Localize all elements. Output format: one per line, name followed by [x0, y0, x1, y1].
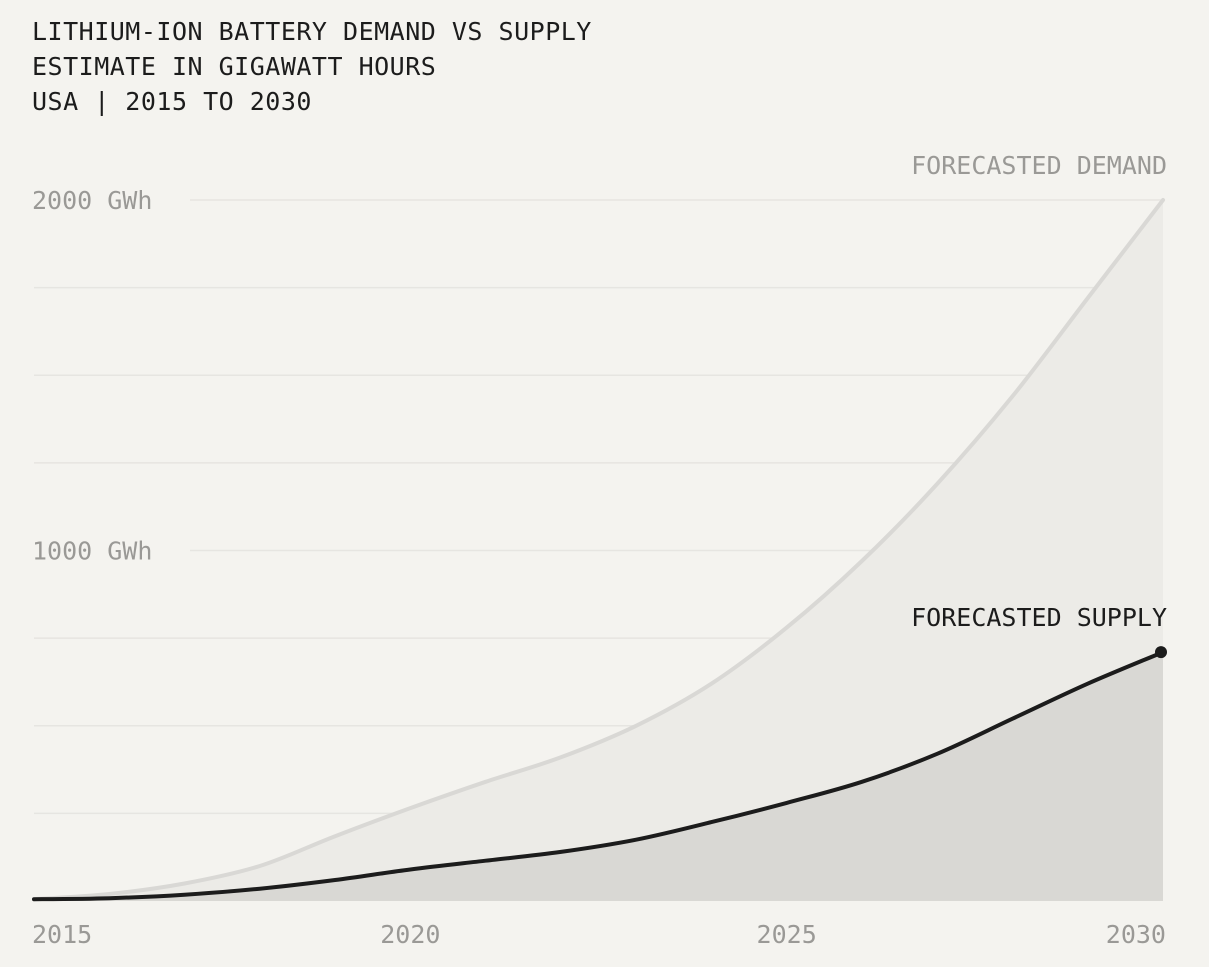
chart-title-line-2: ESTIMATE IN GIGAWATT HOURS	[32, 52, 437, 81]
x-tick-label: 2020	[380, 920, 440, 949]
series-areas	[34, 200, 1163, 901]
chart-title: LITHIUM-ION BATTERY DEMAND VS SUPPLY EST…	[32, 14, 592, 119]
forecasted-demand-line	[32, 198, 1165, 902]
x-tick-label: 2025	[757, 920, 817, 949]
x-tick-label: 2030	[1106, 920, 1166, 949]
x-tick-label: 2015	[32, 920, 92, 949]
series-lines	[32, 198, 1167, 902]
forecasted-supply-end-point	[1155, 646, 1167, 659]
axis-labels: FORECASTED DEMAND FORECASTED SUPPLY 1000 G…	[32, 151, 1167, 949]
y-tick-label: 2000 GWh	[32, 186, 152, 215]
chart-title-line-3: USA | 2015 TO 2030	[32, 87, 312, 116]
chart-title-line-1: LITHIUM-ION BATTERY DEMAND VS SUPPLY	[32, 17, 592, 46]
y-tick-label: 1000 GWh	[32, 537, 152, 566]
forecasted-supply-line	[32, 650, 1165, 902]
series-label-forecasted-supply: FORECASTED SUPPLY	[911, 603, 1167, 632]
forecasted-demand-area	[34, 200, 1163, 901]
forecasted-supply-area	[34, 652, 1163, 901]
series-label-forecasted-demand: FORECASTED DEMAND	[911, 151, 1167, 180]
